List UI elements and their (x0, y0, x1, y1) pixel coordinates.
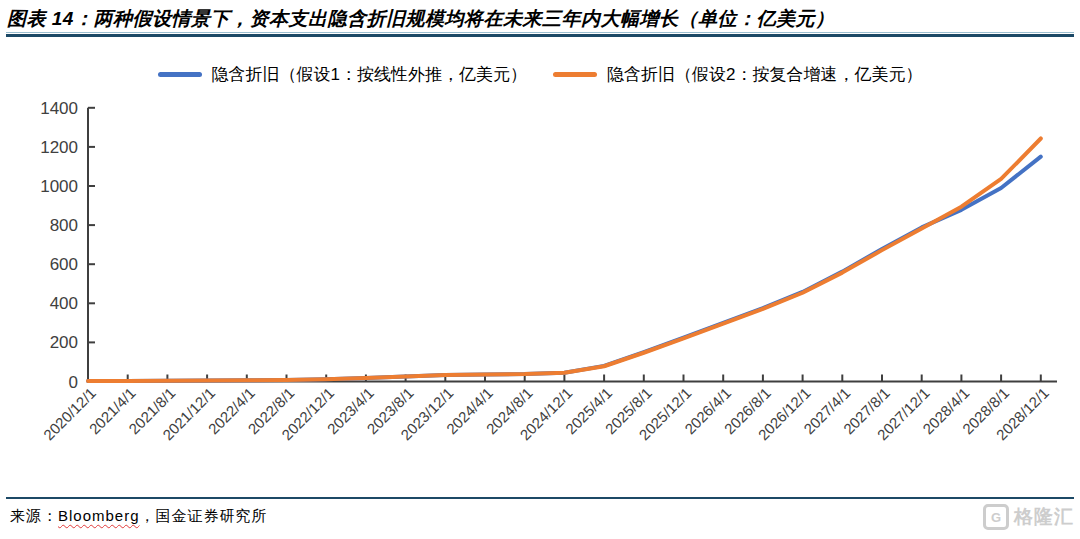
y-axis-label: 400 (50, 294, 78, 313)
y-axis-label: 1400 (40, 99, 78, 118)
gelonghui-watermark: G 格隆汇 (983, 504, 1074, 530)
legend-label-scenario2: 隐含折旧（假设2：按复合增速，亿美元） (607, 63, 922, 86)
y-axis-label: 1200 (40, 138, 78, 157)
gelonghui-logo-icon: G (983, 504, 1009, 530)
source-note: 来源：Bloomberg，国金证券研究所 (10, 507, 268, 526)
series2-line-swatch (553, 72, 597, 77)
y-axis-label: 0 (69, 373, 78, 392)
source-prefix: 来源： (10, 507, 58, 524)
source-suffix: ，国金证券研究所 (140, 507, 268, 524)
y-axis-label: 800 (50, 216, 78, 235)
chart-axes (88, 108, 1057, 382)
gelonghui-logo-text: 格隆汇 (1014, 504, 1074, 530)
legend-item-scenario1: 隐含折旧（假设1：按线性外推，亿美元） (158, 63, 527, 86)
series-line-2 (88, 138, 1041, 381)
y-axis-label: 200 (50, 333, 78, 352)
legend-label-scenario1: 隐含折旧（假设1：按线性外推，亿美元） (212, 63, 527, 86)
legend-item-scenario2: 隐含折旧（假设2：按复合增速，亿美元） (553, 63, 922, 86)
report-figure-page: 图表 14：两种假设情景下，资本支出隐含折旧规模均将在未来三年内大幅增长（单位：… (0, 0, 1080, 539)
source-bloomberg: Bloomberg (58, 507, 140, 524)
y-axis-label: 1000 (40, 177, 78, 196)
series1-line-swatch (158, 72, 202, 77)
footer-divider (6, 497, 1074, 499)
y-axis-label: 600 (50, 255, 78, 274)
series-line-1 (88, 157, 1041, 381)
x-axis-label: 2020/12/1 (40, 384, 99, 443)
chart-legend: 隐含折旧（假设1：按线性外推，亿美元） 隐含折旧（假设2：按复合增速，亿美元） (0, 63, 1080, 86)
